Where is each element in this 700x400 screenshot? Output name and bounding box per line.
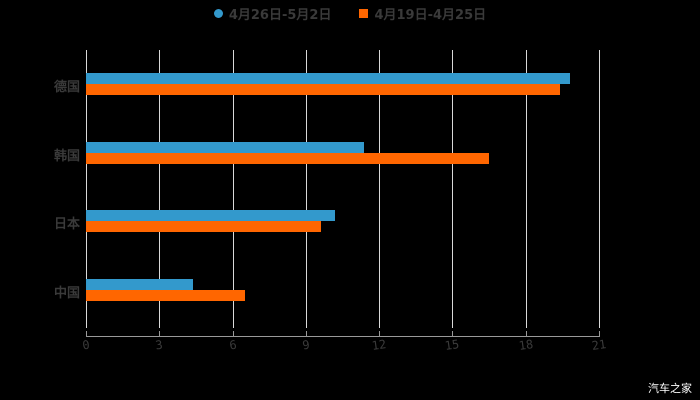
gridline [525,50,527,328]
x-tick-label: 21 [590,337,608,353]
category-label: 德国 [53,80,80,95]
gridline [86,50,87,328]
bar[interactable] [86,73,570,84]
x-tick [599,331,600,337]
x-tick-label: 12 [371,337,388,353]
x-tick [86,331,87,337]
x-tick [305,331,307,337]
gridline [159,50,161,328]
x-tick-label: 6 [227,337,238,353]
gridline [232,50,234,328]
bar[interactable] [86,210,336,221]
x-tick [232,331,234,337]
x-tick [525,331,527,337]
legend-label: 4月26日-5月2日 [228,8,332,23]
bar[interactable] [86,142,365,153]
chart-legend: 4月26日-5月2日 4月19日-4月25日 [0,4,700,23]
bar[interactable] [86,221,321,232]
legend-item-series-b[interactable]: 4月19日-4月25日 [359,4,486,23]
category-label: 中国 [53,286,80,301]
x-tick [452,331,454,337]
circle-marker-icon [213,9,223,18]
x-tick [159,331,161,337]
gridline [379,50,381,328]
x-axis-line [86,336,599,337]
bar[interactable] [86,153,490,164]
square-marker-icon [359,9,369,18]
bar[interactable] [86,290,245,301]
x-tick-label: 18 [517,337,534,353]
gridline [305,50,307,328]
watermark: 汽车之家 [648,382,692,395]
category-label: 韩国 [53,149,80,164]
legend-label: 4月19日-4月25日 [374,8,487,23]
plot-area [86,50,600,328]
gridline [599,50,600,328]
x-tick-label: 0 [81,337,91,353]
x-tick-label: 3 [154,337,164,353]
x-tick [379,331,381,337]
x-tick-label: 15 [444,337,461,353]
x-tick-label: 9 [301,337,311,353]
legend-item-series-a[interactable]: 4月26日-5月2日 [213,4,332,23]
gridline [452,50,454,328]
bar[interactable] [86,84,560,95]
bar[interactable] [86,279,194,290]
category-label: 日本 [53,217,80,232]
